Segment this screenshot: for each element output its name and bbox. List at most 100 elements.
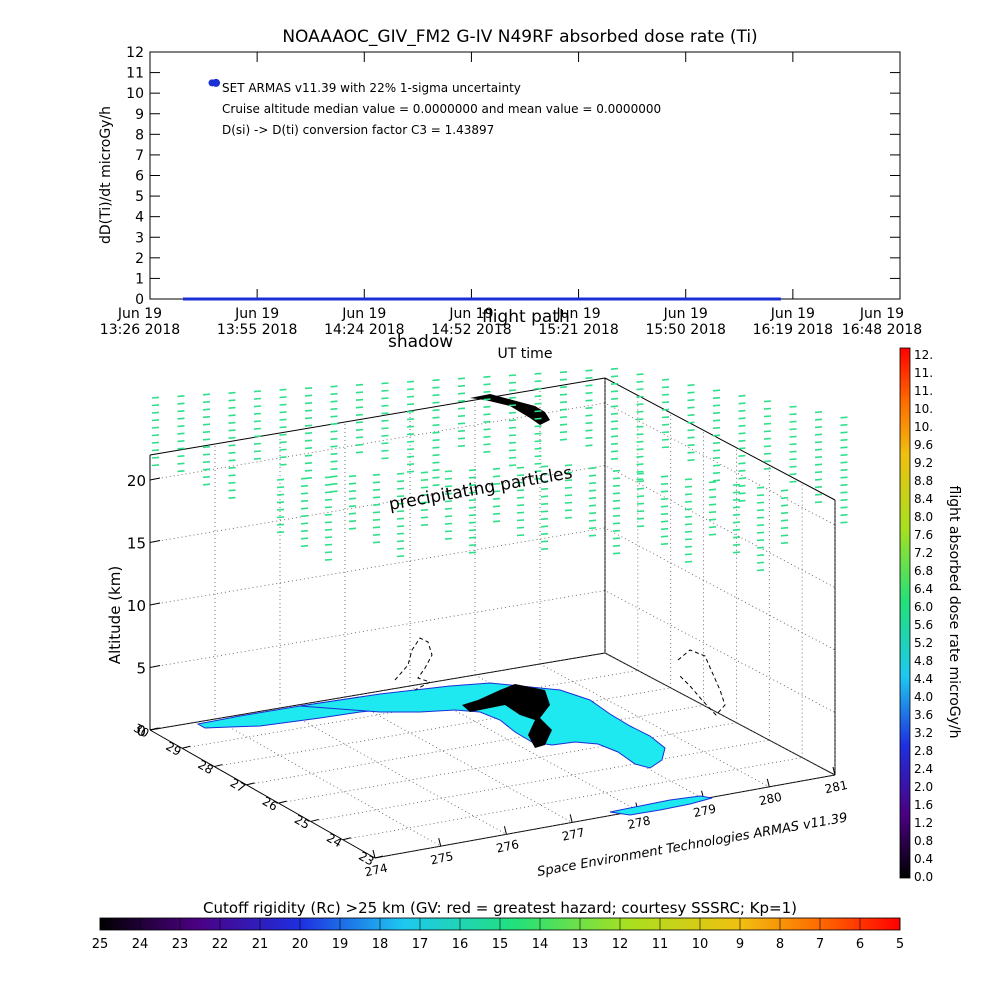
bottom-colorbar-tick-label: 9	[736, 937, 744, 952]
particle-mark	[457, 422, 466, 425]
right-colorbar	[899, 347, 911, 879]
particle-mark	[177, 470, 185, 473]
particle-mark	[508, 419, 517, 422]
particle-mark	[304, 387, 313, 390]
particle-mark	[372, 503, 381, 506]
particle-mark	[304, 447, 313, 450]
precipitating-particles	[151, 367, 848, 572]
particle-mark	[457, 384, 466, 388]
particle-mark	[610, 450, 619, 453]
particle-mark	[406, 425, 415, 428]
particle-mark	[636, 502, 645, 505]
particle-mark	[540, 510, 549, 513]
altitude-tick-label: 15	[127, 535, 146, 553]
particle-mark	[483, 443, 491, 446]
particle-mark	[483, 420, 491, 423]
right-colorbar-tick-label: 8.4	[914, 492, 933, 506]
particle-mark	[780, 534, 789, 537]
particle-mark	[330, 385, 338, 388]
particle-mark	[585, 391, 593, 395]
right-colorbar-tick-label: 6.0	[914, 600, 933, 614]
particle-mark	[684, 515, 693, 518]
right-colorbar-tick-label: 0.0	[914, 870, 933, 884]
particle-mark	[300, 537, 309, 540]
particle-mark	[661, 423, 670, 426]
particle-mark	[687, 399, 695, 402]
particle-mark	[228, 474, 236, 477]
particle-mark	[432, 386, 440, 389]
bottom-colorbar-tick-label: 21	[252, 937, 269, 952]
particle-mark	[610, 405, 619, 408]
altitude-tick-label: 20	[127, 472, 146, 490]
particle-mark	[468, 514, 477, 517]
particle-mark	[684, 553, 693, 556]
particle-mark	[789, 458, 797, 461]
particle-mark	[756, 509, 765, 512]
particle-mark	[636, 455, 644, 458]
particle-mark	[508, 389, 517, 392]
particle-mark	[559, 393, 568, 396]
particle-mark	[585, 376, 593, 380]
particle-mark	[636, 463, 644, 466]
particle-mark	[840, 513, 848, 517]
y-tick-label: 7	[135, 148, 144, 164]
bottom-colorbar-tick-label: 17	[412, 937, 429, 952]
particle-mark	[732, 491, 741, 494]
particle-mark	[585, 384, 593, 387]
particle-mark	[406, 418, 415, 421]
x-tick-label-date: Jun 19	[556, 306, 601, 322]
x-tick-label-time: 13:55 2018	[217, 322, 297, 338]
right-colorbar-tick-label: 9.2	[914, 456, 933, 470]
bottom-colorbar-tick-label: 20	[292, 937, 309, 952]
particle-mark	[253, 427, 262, 430]
particle-mark	[763, 422, 772, 425]
particle-mark	[432, 484, 440, 487]
particle-mark	[330, 407, 338, 411]
particle-mark	[516, 504, 525, 507]
particle-mark	[381, 449, 389, 452]
right-colorbar-tick-label: 0.8	[914, 834, 933, 848]
particle-mark	[396, 472, 405, 475]
particle-mark	[534, 432, 542, 435]
particle-mark	[610, 412, 619, 415]
longitude-tick-label: 278	[626, 813, 651, 831]
particle-mark	[324, 491, 333, 494]
particle-mark	[636, 403, 644, 406]
particle-mark	[279, 433, 287, 436]
particle-mark	[432, 461, 440, 464]
particle-mark	[687, 384, 695, 387]
particle-mark	[763, 437, 772, 440]
particle-mark	[468, 536, 477, 539]
particle-mark	[516, 534, 525, 537]
particle-mark	[610, 427, 619, 430]
latitude-tick-label: 25	[292, 812, 312, 832]
particle-mark	[840, 423, 848, 427]
particle-mark	[789, 473, 797, 476]
particle-mark	[420, 486, 429, 489]
particle-mark	[468, 551, 477, 554]
dashed-trajectories	[394, 637, 726, 716]
right-colorbar-tick-label: 4.8	[914, 654, 933, 668]
x-tick-label-time: 15:21 2018	[538, 322, 618, 338]
particle-mark	[756, 524, 765, 527]
bottom-colorbar-tick-label: 22	[212, 937, 229, 952]
particle-mark	[789, 435, 797, 438]
particle-mark	[763, 430, 772, 433]
x-tick-label-date: Jun 19	[859, 306, 904, 322]
particle-mark	[177, 440, 185, 443]
particle-mark	[540, 540, 549, 543]
particle-mark	[712, 404, 721, 407]
particle-mark	[610, 420, 619, 423]
particle-mark	[381, 442, 389, 445]
particle-mark	[789, 405, 797, 408]
particle-mark	[330, 422, 338, 426]
particle-mark	[612, 529, 621, 532]
particle-mark	[444, 477, 453, 480]
particle-mark	[396, 502, 405, 505]
particle-mark	[381, 419, 389, 422]
particle-mark	[534, 455, 542, 458]
particle-mark	[814, 486, 823, 489]
particle-mark	[534, 417, 542, 420]
particle-mark	[780, 519, 789, 522]
particle-mark	[432, 416, 440, 419]
